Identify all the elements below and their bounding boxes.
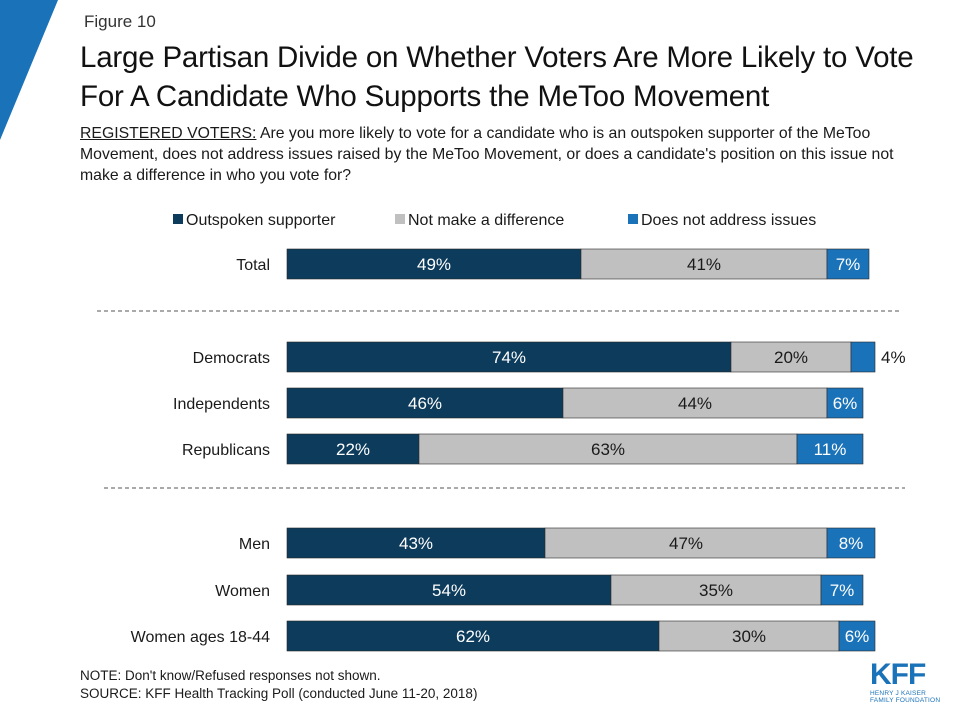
bar-does-not-address-issues-women-ages-18-44 xyxy=(838,620,876,652)
data-label-not-make-a-difference-total: 41% xyxy=(687,255,721,274)
data-label-outspoken-supporter-women-ages-18-44: 62% xyxy=(456,627,490,646)
footer-note: NOTE: Don't know/Refused responses not s… xyxy=(80,668,381,683)
legend-swatch-not-make-a-difference xyxy=(395,214,405,224)
bar-not-make-a-difference-republicans xyxy=(418,433,798,465)
data-label-not-make-a-difference-republicans: 63% xyxy=(591,440,625,459)
legend-label-outspoken-supporter: Outspoken supporter xyxy=(186,212,336,229)
bar-outspoken-supporter-women xyxy=(286,574,612,606)
data-label-outspoken-supporter-republicans: 22% xyxy=(336,440,370,459)
bar-outspoken-supporter-total xyxy=(286,248,582,280)
data-label-does-not-address-issues-women-ages-18-44: 6% xyxy=(845,627,870,646)
bar-not-make-a-difference-men xyxy=(544,527,828,559)
bar-not-make-a-difference-democrats xyxy=(730,341,852,373)
bar-outspoken-supporter-men xyxy=(286,527,546,559)
legend-label-not-make-a-difference: Not make a difference xyxy=(408,212,564,229)
category-label-women: Women xyxy=(215,583,270,600)
category-label-republicans: Republicans xyxy=(182,442,270,459)
logo-subtext: HENRY J KAISER FAMILY FOUNDATION xyxy=(870,690,950,704)
footer-source: SOURCE: KFF Health Tracking Poll (conduc… xyxy=(80,686,478,701)
data-label-outspoken-supporter-democrats: 74% xyxy=(492,348,526,367)
bar-outspoken-supporter-republicans xyxy=(286,433,420,465)
data-label-not-make-a-difference-independents: 44% xyxy=(678,394,712,413)
data-label-outspoken-supporter-independents: 46% xyxy=(408,394,442,413)
data-label-outspoken-supporter-total: 49% xyxy=(417,255,451,274)
data-label-does-not-address-issues-independents: 6% xyxy=(833,394,858,413)
category-label-democrats: Democrats xyxy=(193,350,270,367)
data-label-does-not-address-issues-democrats: 4% xyxy=(881,348,906,367)
kff-logo: KFF HENRY J KAISER FAMILY FOUNDATION xyxy=(870,660,950,710)
data-label-not-make-a-difference-women-ages-18-44: 30% xyxy=(732,627,766,646)
data-label-does-not-address-issues-women: 7% xyxy=(830,581,855,600)
category-label-men: Men xyxy=(239,536,270,553)
bar-outspoken-supporter-women-ages-18-44 xyxy=(286,620,660,652)
chart-footer: NOTE: Don't know/Refused responses not s… xyxy=(80,667,477,703)
logo-mark: KFF xyxy=(870,658,926,691)
logo-line-2: FAMILY FOUNDATION xyxy=(870,697,941,704)
corner-accent xyxy=(0,0,58,140)
category-label-total: Total xyxy=(236,257,270,274)
bar-does-not-address-issues-men xyxy=(826,527,876,559)
bar-does-not-address-issues-total xyxy=(826,248,870,280)
data-label-outspoken-supporter-men: 43% xyxy=(399,534,433,553)
legend-swatch-does-not-address-issues xyxy=(628,214,638,224)
data-label-not-make-a-difference-men: 47% xyxy=(669,534,703,553)
bar-does-not-address-issues-independents xyxy=(826,387,864,419)
bar-outspoken-supporter-democrats xyxy=(286,341,732,373)
legend-label-does-not-address-issues: Does not address issues xyxy=(641,212,816,229)
data-label-does-not-address-issues-republicans: 11% xyxy=(814,440,847,459)
bar-outspoken-supporter-independents xyxy=(286,387,564,419)
chart-legend: Outspoken supporter Not make a difference… xyxy=(173,212,816,229)
data-label-does-not-address-issues-total: 7% xyxy=(836,255,861,274)
chart-title: Large Partisan Divide on Whether Voters … xyxy=(80,41,914,113)
bar-not-make-a-difference-women xyxy=(610,574,822,606)
data-label-outspoken-supporter-women: 54% xyxy=(432,581,466,600)
category-label-women-ages-18-44: Women ages 18-44 xyxy=(131,629,270,646)
legend-swatch-outspoken-supporter xyxy=(173,214,183,224)
data-label-not-make-a-difference-women: 35% xyxy=(699,581,733,600)
subtitle-lead: REGISTERED VOTERS: xyxy=(80,125,257,142)
subtitle-question: Are you more likely to vote for a candid… xyxy=(80,125,894,184)
figure-label: Figure 10 xyxy=(84,12,156,31)
bar-does-not-address-issues-republicans xyxy=(796,433,864,465)
chart-subtitle: REGISTERED VOTERS: Are you more likely t… xyxy=(80,123,920,186)
bar-does-not-address-issues-women xyxy=(820,574,864,606)
bar-not-make-a-difference-women-ages-18-44 xyxy=(658,620,840,652)
logo-line-1: HENRY J KAISER xyxy=(870,690,927,697)
data-label-not-make-a-difference-democrats: 20% xyxy=(774,348,808,367)
category-label-independents: Independents xyxy=(173,396,270,413)
data-label-does-not-address-issues-men: 8% xyxy=(839,534,864,553)
bar-not-make-a-difference-total xyxy=(580,248,828,280)
bar-does-not-address-issues-democrats xyxy=(850,341,876,373)
